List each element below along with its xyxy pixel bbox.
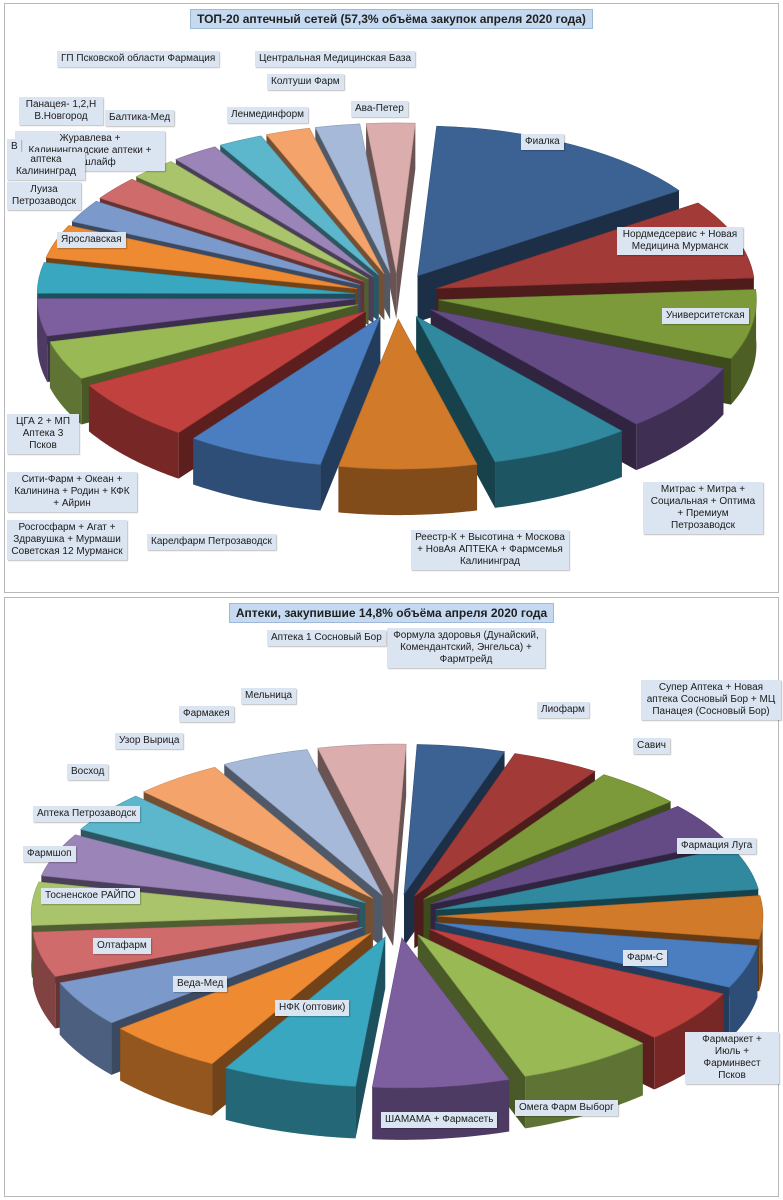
slice-label: Тосненское РАЙПО — [41, 888, 140, 904]
slice-label: Реестр-К + Высотина + Москова + НовАя АП… — [411, 530, 569, 570]
pie-slice — [415, 315, 623, 508]
slice-label: Мельница — [241, 688, 297, 704]
slice-label: Карелфарм Петрозаводск — [147, 534, 276, 550]
slice-label: Аптека Петрозаводск — [33, 806, 140, 822]
slice-label: Фиалка — [521, 134, 564, 150]
slice-label: Колтуши Фарм — [267, 74, 344, 90]
slice-label: Сити-Фарм + Океан + Калинина + Родин + К… — [7, 472, 137, 512]
slice-label: Узор Вырица — [115, 733, 184, 749]
pie-slice — [192, 316, 381, 511]
slice-label: ЦГА 2 + МП Аптека 3 Псков — [7, 414, 79, 454]
slice-label: Балтика-Мед — [105, 110, 175, 126]
chart-title: Аптеки, закупившие 14,8% объёма апреля 2… — [5, 603, 778, 623]
slice-label: Центральная Медицинская База — [255, 51, 416, 67]
slice-label: Веда-Мед — [173, 976, 228, 992]
slice-label: Аптека 1 Сосновый Бор — [267, 630, 386, 646]
slice-label: Университетская — [662, 308, 749, 324]
slice-label: ШАМАМА + Фармасеть — [381, 1112, 498, 1128]
slice-label: В — [7, 139, 21, 155]
slice-label: НФК (оптовик) — [275, 1000, 350, 1016]
slice-label: Журавлева + Калининградские аптеки + Фрэ… — [15, 131, 165, 171]
slice-label: Нордмедсервис + Новая Медицина Мурманск — [617, 227, 743, 255]
slice-label: Восход — [67, 764, 109, 780]
slice-label: Формула здоровья (Дунайский, Комендантск… — [387, 628, 545, 668]
slice-label: Росгосфарм + Агат + Здравушка + Мурмаши … — [7, 520, 127, 560]
chart-panel-pharmacies: Аптеки, закупившие 14,8% объёма апреля 2… — [4, 597, 781, 1197]
slice-label: Омега Фарм Выборг — [515, 1100, 618, 1116]
slice-label: Ава-Петер — [351, 101, 408, 117]
slice-label: Савич — [633, 738, 671, 754]
slice-label: Луиза Петрозаводск — [7, 182, 81, 210]
slice-label: Фармаркет + Июль + Фарминвест Псков — [685, 1032, 779, 1084]
slice-label: Ярославская — [57, 232, 126, 248]
slice-label: Фармакея — [179, 706, 234, 722]
slice-label: Фармация Луга — [677, 838, 757, 854]
slice-label: Фарм-С — [623, 950, 668, 966]
slice-label: Ленмединформ — [227, 107, 309, 123]
chart-title: ТОП-20 аптечный сетей (57,3% объёма заку… — [5, 9, 778, 29]
slice-label: Панацея- 1,2,Н В.Новгород — [19, 97, 103, 125]
slice-label: Митрас + Митра + Социальная + Оптима + П… — [643, 482, 763, 534]
pie-chart-top20 — [36, 122, 757, 516]
pie-slice — [338, 318, 478, 516]
slice-label: Супер Аптека + Новая аптека Сосновый Бор… — [641, 680, 781, 720]
slice-label: ГП Псковской области Фармация — [57, 51, 220, 67]
slice-label: Фармшоп — [23, 846, 76, 862]
chart-panel-top20: ТОП-20 аптечный сетей (57,3% объёма заку… — [4, 3, 779, 593]
slice-label: Олтафарм — [93, 938, 151, 954]
slice-label: Лиофарм — [537, 702, 589, 718]
slice-label: аптека Калининград — [7, 152, 85, 180]
